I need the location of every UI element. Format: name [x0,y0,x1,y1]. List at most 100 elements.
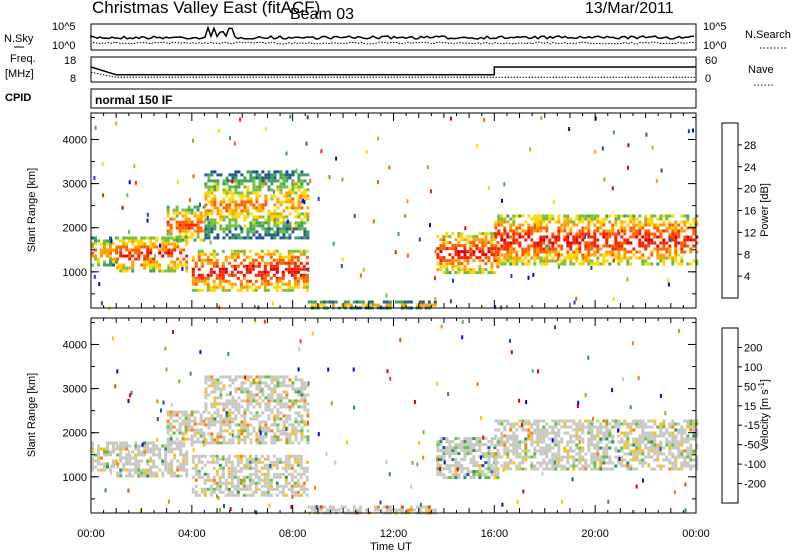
heatmap-cell [557,232,561,236]
heatmap-cell [213,420,217,424]
heatmap-cell [267,185,271,189]
heatmap-cell [288,224,292,228]
heatmap-cell [677,253,681,257]
heatmap-cell [557,226,561,230]
heatmap-cell [551,241,555,245]
heatmap-cell [149,468,153,472]
heatmap-cell [243,381,247,385]
heatmap-cell [442,446,446,450]
heatmap-cell [524,253,528,257]
heatmap-cell [593,223,597,227]
heatmap-cell [185,242,189,246]
heatmap-cell [166,410,170,414]
heatmap-cell [683,250,687,254]
heatmap-cell [596,238,600,242]
heatmap-cell [575,241,579,245]
heatmap-cell [665,217,669,221]
heatmap-cell [587,235,591,239]
heatmap-cell [279,200,283,204]
heatmap-cell [656,247,660,251]
heatmap-cell [659,253,663,257]
heatmap-cell [166,443,170,447]
heatmap-cell [216,182,220,186]
heatmap-cell [293,484,297,488]
colorbar-tick-label: 16 [744,206,756,218]
heatmap-cell [128,251,132,255]
heatmap-cell [122,441,126,445]
heatmap-cell [412,508,416,512]
heatmap-cell [297,420,301,424]
heatmap-cell [677,446,681,450]
time-xlabel: Time UT [370,541,412,553]
heatmap-cell [194,469,198,473]
heatmap-cell [216,209,220,213]
heatmap-cell [243,417,247,421]
heatmap-cell [466,440,470,444]
heatmap-cell [294,411,298,415]
heatmap-cell [273,420,277,424]
heatmap-cell [629,467,633,471]
heatmap-cell [212,490,216,494]
heatmap-cell [608,434,612,438]
heatmap-cell [533,455,537,459]
heatmap-cell [638,214,642,218]
heatmap-cell [281,276,285,280]
heatmap-cell [230,472,234,476]
heatmap-cell [288,200,292,204]
heatmap-cell [296,270,300,274]
heatmap-cell [182,444,186,448]
heatmap-cell [260,460,264,464]
heatmap-cell [279,191,283,195]
heatmap-cell [236,270,240,274]
heatmap-cell [599,455,603,459]
heatmap-cell [246,402,250,406]
heatmap-cell [692,244,696,248]
heatmap-cell [373,508,377,512]
heatmap-cell [140,242,144,246]
heatmap-cell [689,443,693,447]
heatmap-cell [219,381,223,385]
heatmap-cell [484,452,488,456]
heatmap-cell [313,303,317,307]
heatmap-cell [641,431,645,435]
heatmap-cell [248,478,252,482]
heatmap-cell [178,238,182,242]
heatmap-cell [686,440,690,444]
heatmap-cell [196,232,200,236]
heatmap-cell [533,464,537,468]
heatmap-cell [524,452,528,456]
heatmap-cell [137,471,141,475]
heatmap-cell [536,229,540,233]
heatmap-cell [137,453,141,457]
heatmap-cell [204,224,208,228]
heatmap-cell [602,446,606,450]
heatmap-cell [170,266,174,270]
heatmap-cell [647,437,651,441]
heatmap-cell [275,475,279,479]
heatmap-cell [254,487,258,491]
heatmap-cell [100,447,103,451]
heatmap-cell [178,220,182,224]
heatmap-cell [617,229,621,233]
heatmap-cell [457,473,461,477]
heatmap-cell [463,458,467,462]
heatmap-cell [173,471,177,475]
heatmap-cell [97,468,100,472]
heatmap-cell [503,217,507,221]
heatmap-cell [506,232,510,236]
heatmap-cell [285,224,289,228]
heatmap-cell [623,446,627,450]
heatmap-cell [252,182,256,186]
heatmap-cell [240,423,244,427]
heatmap-cell [650,214,654,218]
heatmap-cell [620,247,624,251]
heatmap-cell [246,390,250,394]
heatmap-cell [170,260,174,264]
heatmap-cell [252,426,256,430]
heatmap-cell [267,176,271,180]
heatmap-cell [260,478,264,482]
heatmap-cell [237,405,241,409]
heatmap-cell [284,478,288,482]
heatmap-cell [608,431,612,435]
heatmap-cell [128,444,132,448]
